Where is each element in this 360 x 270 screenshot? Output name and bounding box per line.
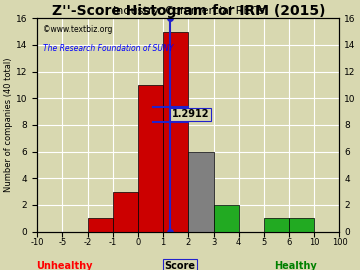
Bar [264, 218, 289, 232]
Bar [87, 218, 113, 232]
Text: Unhealthy: Unhealthy [37, 261, 93, 270]
Bar [163, 32, 188, 232]
Text: The Research Foundation of SUNY: The Research Foundation of SUNY [43, 44, 174, 53]
Bar [213, 205, 239, 232]
Title: Z''-Score Histogram for IRM (2015): Z''-Score Histogram for IRM (2015) [51, 4, 325, 18]
Bar [138, 85, 163, 232]
Y-axis label: Number of companies (40 total): Number of companies (40 total) [4, 58, 13, 192]
Text: Score: Score [165, 261, 195, 270]
Text: Healthy: Healthy [274, 261, 316, 270]
Text: ©www.textbiz.org: ©www.textbiz.org [43, 25, 113, 33]
Bar [289, 218, 314, 232]
Bar [188, 152, 213, 232]
Text: 1.2912: 1.2912 [172, 109, 209, 119]
Text: Industry: Commercial REITs: Industry: Commercial REITs [113, 6, 264, 16]
Bar [113, 192, 138, 232]
